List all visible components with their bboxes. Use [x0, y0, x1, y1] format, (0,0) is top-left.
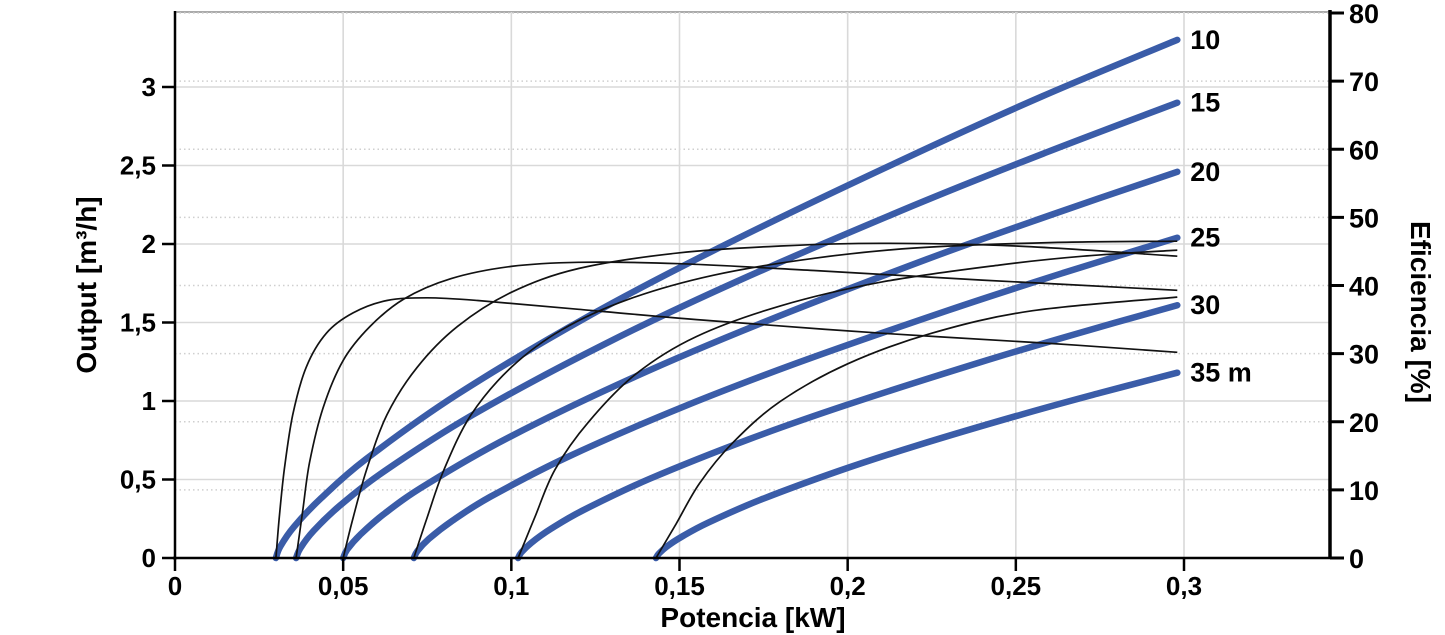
y-right-tick-label: 70	[1349, 67, 1379, 97]
y-right-tick-label: 50	[1349, 203, 1379, 233]
curve-label-30m: 30	[1190, 290, 1220, 320]
y-right-tick-label: 60	[1349, 135, 1379, 165]
output-25m-curve	[410, 234, 1181, 562]
y-left-tick-label: 2,5	[120, 151, 156, 181]
curve-label-10m: 10	[1190, 25, 1220, 55]
y-left-tick-label: 0	[142, 543, 156, 573]
output-35m-curve	[652, 369, 1181, 562]
x-tick-label: 0	[168, 571, 182, 601]
x-tick-label: 0,1	[493, 571, 529, 601]
curve-label-35m: 35 m	[1190, 358, 1252, 388]
y-right-tick-label: 20	[1349, 408, 1379, 438]
output-10m-curve	[272, 36, 1181, 562]
y-left-tick-label: 1,5	[120, 308, 156, 338]
x-tick-label: 0,25	[991, 571, 1042, 601]
curve-label-15m: 15	[1190, 88, 1220, 118]
right-axis-title: Eficiencia [%]	[1405, 220, 1436, 404]
y-left-tick-label: 1	[142, 386, 156, 416]
y-right-tick-label: 40	[1349, 272, 1379, 302]
y-right-tick-label: 10	[1349, 476, 1379, 506]
y-right-tick-label: 30	[1349, 340, 1379, 370]
output-30m-curve	[514, 301, 1181, 562]
left-axis-title: Output [m³/h]	[71, 196, 102, 374]
x-tick-label: 0,3	[1166, 571, 1202, 601]
x-tick-label: 0,05	[318, 571, 369, 601]
efficiency-30m-curve	[517, 249, 1178, 559]
y-left-tick-label: 2	[142, 229, 156, 259]
x-tick-label: 0,2	[830, 571, 866, 601]
x-axis-title: Potencia [kW]	[660, 602, 846, 633]
output-15m-curve	[292, 99, 1181, 562]
curve-label-20m: 20	[1190, 157, 1220, 187]
y-right-tick-label: 80	[1349, 0, 1379, 29]
curve-label-25m: 25	[1190, 223, 1220, 253]
efficiency-10m-curve	[275, 296, 1178, 559]
y-left-tick-label: 3	[142, 72, 156, 102]
y-right-tick-label: 0	[1349, 544, 1364, 574]
efficiency-35m-curve	[655, 296, 1178, 559]
efficiency-20m-curve	[342, 242, 1178, 559]
efficiency-25m-curve	[412, 240, 1178, 559]
x-tick-label: 0,15	[654, 571, 705, 601]
efficiency-15m-curve	[295, 261, 1178, 559]
output-20m-curve	[339, 168, 1181, 562]
y-left-tick-label: 0,5	[120, 465, 156, 495]
